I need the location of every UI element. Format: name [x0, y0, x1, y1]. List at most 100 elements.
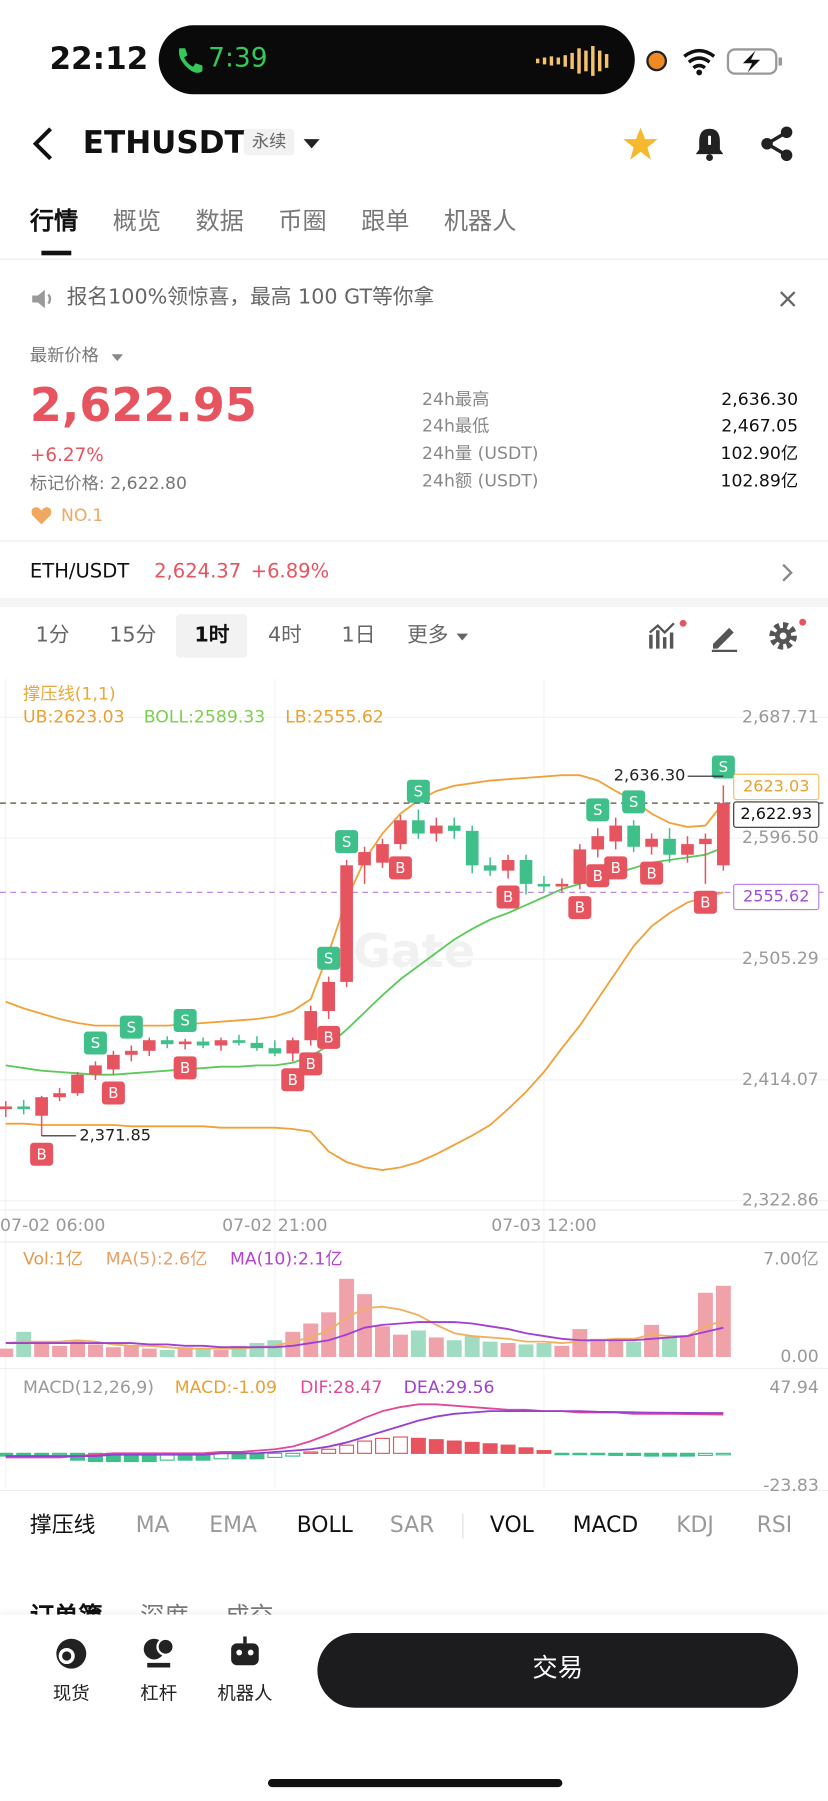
bot-icon[interactable] [227, 1633, 264, 1670]
macd-bar [608, 1452, 624, 1456]
rank[interactable]: NO.1 [60, 504, 104, 526]
candle-body [537, 883, 551, 887]
indicator-tab[interactable]: 撑压线 [29, 1512, 96, 1538]
kline-chart: 2,687.71 2,596.50 2,505.29 2,414.07 2,322.86… [0, 678, 828, 1495]
indicator-separator [462, 1513, 464, 1539]
candle-body [71, 1074, 84, 1094]
y-tick-label: 2,596.50 [742, 828, 819, 848]
volume-bar [195, 1348, 211, 1357]
candle-body [394, 820, 407, 845]
alert-bell[interactable] [692, 125, 727, 162]
macd-bar [518, 1447, 534, 1454]
interval[interactable]: 4时 [267, 623, 302, 648]
low-label: 2,371.85 [79, 1125, 151, 1144]
buy-marker-label: B [646, 864, 656, 882]
macd-bar [697, 1452, 713, 1456]
tab[interactable]: 概览 [112, 207, 161, 235]
mark-price: 标记价格: 2,622.80 [29, 472, 188, 494]
draw-icon[interactable] [708, 621, 740, 653]
volume-bar [249, 1343, 265, 1357]
stat-label: 24h最高 [422, 388, 490, 410]
candle-body [699, 838, 712, 845]
share-button[interactable] [759, 125, 796, 162]
volume-tick-label: 7.00亿 [763, 1249, 819, 1269]
buy-marker-label: B [503, 888, 513, 906]
indicator-tab[interactable]: KDJ [676, 1512, 714, 1538]
high-label: 2,636.30 [614, 766, 686, 785]
indicator-tab[interactable]: SAR [389, 1512, 435, 1538]
divider [0, 540, 828, 542]
sell-marker-label: S [91, 1034, 100, 1052]
ub-tag-box [733, 773, 820, 801]
sell-marker [586, 798, 610, 822]
candle-body [17, 1106, 31, 1110]
interval[interactable]: 1时 [194, 623, 230, 648]
candle-body [376, 844, 389, 863]
symbol[interactable]: ETHUSDT [82, 125, 246, 161]
nav-label[interactable]: 机器人 [217, 1682, 273, 1705]
boll-upper [5, 774, 725, 1027]
nav-label[interactable]: 现货 [52, 1682, 90, 1705]
symbol-dropdown[interactable] [301, 136, 322, 152]
boll-legend: LB:2555.62 [285, 708, 384, 728]
volume-bar [34, 1343, 50, 1357]
macd-bar [392, 1436, 408, 1454]
candle-body [160, 1040, 174, 1045]
tab[interactable]: 币圈 [278, 207, 327, 235]
favorite-star[interactable] [622, 125, 659, 162]
last-tag-box [733, 801, 820, 828]
candle-body [322, 981, 335, 1012]
spot-pair[interactable]: ETH/USDT [29, 560, 130, 584]
indicator-icon[interactable] [646, 619, 687, 654]
trade-button[interactable] [317, 1633, 799, 1708]
back-button[interactable] [28, 124, 63, 163]
close-banner[interactable] [777, 289, 798, 310]
spot-icon[interactable] [53, 1635, 90, 1672]
tab[interactable]: 行情 [29, 207, 79, 235]
volume-bar [554, 1345, 570, 1357]
indicator-tab[interactable]: VOL [489, 1512, 534, 1538]
stat-value: 2,636.30 [721, 388, 799, 410]
interval[interactable]: 1日 [341, 623, 376, 648]
y-tick-label: 2,322.86 [742, 1191, 819, 1211]
nav-label[interactable]: 杠杆 [140, 1682, 178, 1705]
interval[interactable]: 更多 [407, 623, 449, 648]
volume-bar [52, 1345, 68, 1357]
tab[interactable]: 跟单 [361, 207, 410, 235]
indicator-tab[interactable]: BOLL [296, 1512, 353, 1538]
price-change: +6.27% [29, 443, 104, 466]
indicator-tab[interactable]: EMA [209, 1512, 257, 1538]
buy-marker-label: B [324, 1029, 334, 1047]
spot-arrow[interactable] [780, 562, 796, 583]
macd-bar [357, 1440, 373, 1454]
candle-body [627, 825, 640, 847]
volume-bar [357, 1294, 373, 1357]
volume-bar [410, 1330, 426, 1357]
buy-marker-label: B [575, 899, 585, 917]
indicator-tab[interactable]: RSI [756, 1512, 793, 1538]
interval[interactable]: 1分 [35, 623, 70, 648]
announcement[interactable]: 报名100%领惊喜，最高 100 GT等你拿 [66, 285, 435, 310]
candle-body [717, 803, 730, 866]
buy-marker [388, 856, 412, 880]
interval[interactable]: 15分 [109, 623, 157, 648]
stat-label: 24h额 (USDT) [422, 470, 539, 492]
indicator-tab[interactable]: MA [135, 1512, 170, 1538]
macd-bar [715, 1452, 731, 1456]
tab[interactable]: 机器人 [443, 207, 517, 235]
trade-label[interactable]: 交易 [532, 1654, 584, 1684]
volume-bar [626, 1341, 642, 1357]
indicator-tab[interactable]: MACD [572, 1512, 639, 1538]
buy-marker [281, 1068, 305, 1092]
candle-body [89, 1065, 102, 1075]
sell-marker-label: S [719, 758, 728, 776]
price-label[interactable]: 最新价格 [29, 345, 99, 366]
buy-marker-label: B [108, 1084, 118, 1102]
indicator-title: 撑压线(1,1) [23, 685, 116, 705]
settings-icon[interactable] [766, 616, 810, 653]
volume-bar [159, 1350, 175, 1357]
boll-legend: UB:2623.03 [23, 708, 125, 728]
macd-dea [5, 1410, 724, 1457]
tab[interactable]: 数据 [195, 207, 244, 235]
margin-icon[interactable] [140, 1635, 177, 1672]
